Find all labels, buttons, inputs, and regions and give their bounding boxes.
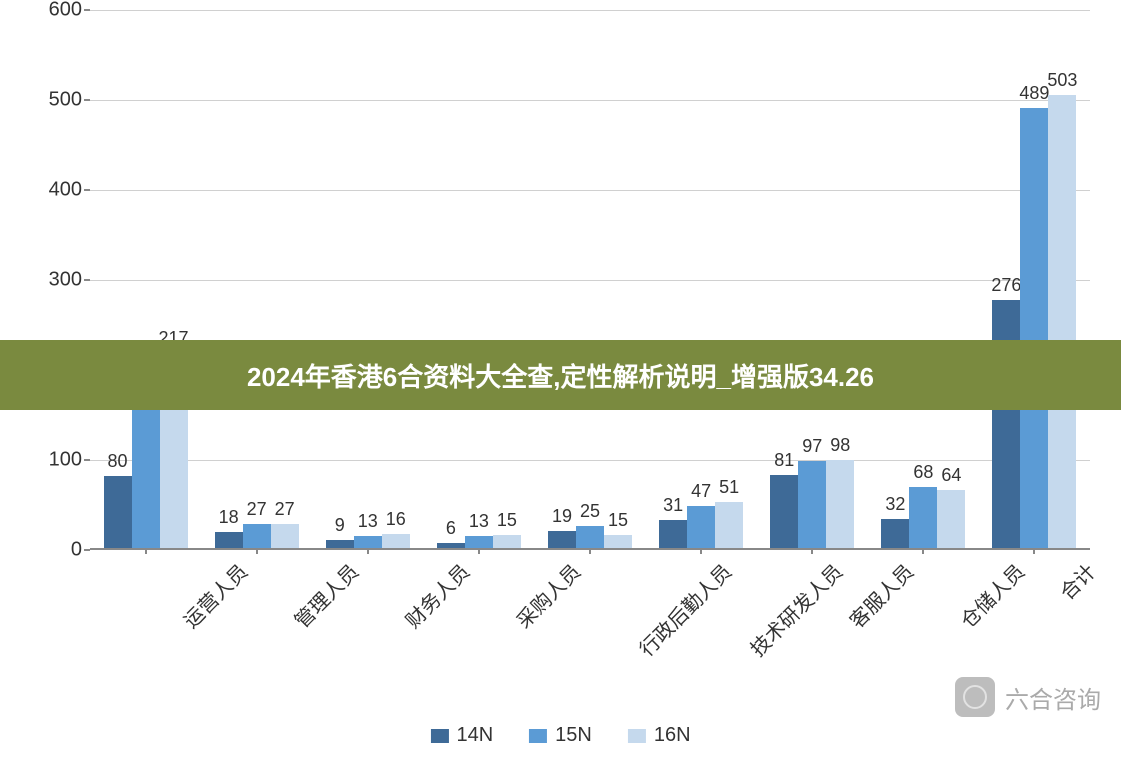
bar xyxy=(215,532,243,548)
bar xyxy=(271,524,299,548)
x-axis-label: 管理人员 xyxy=(278,548,364,634)
overlay-text: 2024年香港6合资料大全查,定性解析说明_增强版34.26 xyxy=(247,357,874,394)
x-tick xyxy=(256,548,258,554)
y-axis-label: 400 xyxy=(49,179,82,202)
bar xyxy=(798,461,826,548)
bar xyxy=(465,536,493,548)
legend-label: 14N xyxy=(456,724,493,747)
legend: 14N 15N 16N xyxy=(430,724,690,747)
chart-container: 0100200300400500600运营人员80199217管理人员18272… xyxy=(40,10,1100,580)
x-tick xyxy=(145,548,147,554)
bar xyxy=(326,540,354,548)
y-tick xyxy=(84,99,90,101)
x-tick xyxy=(478,548,480,554)
y-tick xyxy=(84,549,90,551)
x-axis-label: 采购人员 xyxy=(500,548,586,634)
x-tick xyxy=(589,548,591,554)
x-tick xyxy=(922,548,924,554)
bar xyxy=(770,475,798,548)
y-tick xyxy=(84,189,90,191)
x-tick xyxy=(811,548,813,554)
bar-value-label: 15 xyxy=(598,510,638,531)
bar xyxy=(909,487,937,548)
legend-label: 15N xyxy=(555,724,592,747)
y-tick xyxy=(84,459,90,461)
x-axis-label: 技术研发人员 xyxy=(734,548,848,662)
legend-item: 16N xyxy=(628,724,691,747)
x-axis-label: 仓储人员 xyxy=(945,548,1031,634)
x-axis-label: 合计 xyxy=(1044,548,1101,605)
legend-label: 16N xyxy=(654,724,691,747)
legend-item: 14N xyxy=(430,724,493,747)
y-tick xyxy=(84,279,90,281)
bar-value-label: 503 xyxy=(1042,70,1082,91)
legend-swatch xyxy=(430,729,448,743)
bar xyxy=(382,534,410,548)
bar xyxy=(1020,108,1048,548)
bar xyxy=(243,524,271,548)
overlay-banner: 2024年香港6合资料大全查,定性解析说明_增强版34.26 xyxy=(0,340,1121,410)
bar xyxy=(604,535,632,549)
bar xyxy=(104,476,132,548)
bar-value-label: 98 xyxy=(820,435,860,456)
bar xyxy=(687,506,715,548)
x-tick xyxy=(1033,548,1035,554)
bar-value-label: 64 xyxy=(931,465,971,486)
bar xyxy=(715,502,743,548)
bar-value-label: 27 xyxy=(265,499,305,520)
y-tick xyxy=(84,9,90,11)
bar xyxy=(992,300,1020,548)
bar xyxy=(437,543,465,548)
gridline xyxy=(90,10,1090,11)
x-tick xyxy=(700,548,702,554)
gridline xyxy=(90,190,1090,191)
plot-area: 0100200300400500600运营人员80199217管理人员18272… xyxy=(90,10,1090,550)
bar xyxy=(881,519,909,548)
watermark-text: 六合咨询 xyxy=(1005,680,1101,715)
x-axis-label: 行政后勤人员 xyxy=(623,548,737,662)
legend-swatch xyxy=(529,729,547,743)
bar xyxy=(937,490,965,548)
bar-value-label: 51 xyxy=(709,477,749,498)
bar-value-label: 15 xyxy=(487,510,527,531)
y-axis-label: 500 xyxy=(49,89,82,112)
bar xyxy=(493,535,521,549)
watermark: 六合咨询 xyxy=(955,677,1101,717)
y-axis-label: 300 xyxy=(49,269,82,292)
bar xyxy=(1048,95,1076,548)
bar xyxy=(659,520,687,548)
x-axis-label: 运营人员 xyxy=(167,548,253,634)
y-axis-label: 600 xyxy=(49,0,82,22)
x-axis-label: 客服人员 xyxy=(834,548,920,634)
bar-value-label: 16 xyxy=(376,509,416,530)
legend-item: 15N xyxy=(529,724,592,747)
y-axis-label: 0 xyxy=(71,539,82,562)
x-axis-label: 财务人员 xyxy=(389,548,475,634)
gridline xyxy=(90,100,1090,101)
gridline xyxy=(90,280,1090,281)
y-axis-label: 100 xyxy=(49,449,82,472)
bar xyxy=(826,460,854,548)
bar xyxy=(548,531,576,548)
wechat-icon xyxy=(955,677,995,717)
bar xyxy=(354,536,382,548)
legend-swatch xyxy=(628,729,646,743)
x-tick xyxy=(367,548,369,554)
